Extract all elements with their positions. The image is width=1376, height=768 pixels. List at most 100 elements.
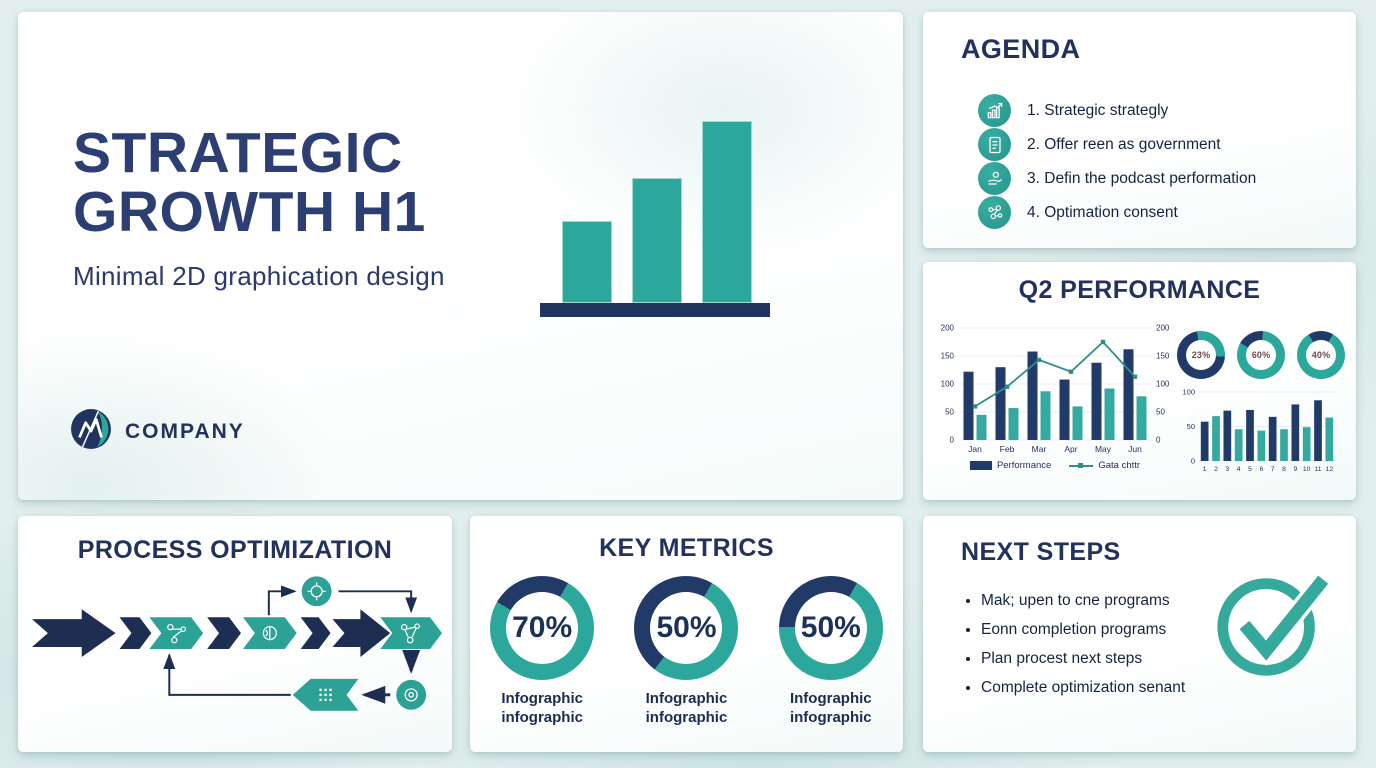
svg-text:10: 10 [1303,466,1311,473]
legend-performance: Performance [969,460,1051,471]
svg-text:150: 150 [1156,352,1170,361]
q2-donut-value: 60% [1251,350,1271,360]
metric-ring: 70% [490,576,595,680]
svg-text:1: 1 [1203,466,1207,473]
next-step-item: Plan procest next steps [981,650,1185,668]
metrics-row: 70% Infographic infographic 50% Infograp… [470,576,903,728]
next-step-item: Complete optimization senant [981,679,1185,697]
svg-text:2: 2 [1214,466,1218,473]
metric-value: 50% [656,611,717,644]
q2-donut-value: 23% [1191,350,1211,360]
metric-donut-50a: 50% Infographic infographic [619,576,754,728]
q2-donut-23: 23% [1177,331,1225,379]
svg-text:150: 150 [941,352,955,361]
svg-text:8: 8 [1282,466,1286,473]
slide-title-line1: STRATEGIC [73,121,403,185]
q2-donut-40: 40% [1297,331,1345,379]
svg-text:3: 3 [1225,466,1229,473]
bar-chart-graphic [540,117,770,317]
agenda-item-number: 2. [1027,135,1040,153]
graphic-bar-tall [702,121,752,303]
svg-text:50: 50 [1156,408,1165,417]
flow-gear-circle [301,576,332,607]
agenda-item-label: Offer reen as government [1044,135,1221,153]
svg-text:0: 0 [1156,436,1161,445]
agenda-title: AGENDA [961,34,1081,64]
flow-big-arrow-2 [332,609,391,657]
target-icon [404,688,418,702]
agenda-item-1: 1. Strategic strategly [978,94,1256,127]
q2-donut-value: 40% [1311,350,1331,360]
bar-chart-growth-icon [978,94,1011,127]
svg-text:200: 200 [941,324,955,333]
flow-branch-right-down [338,590,418,614]
flow-bottom-circle [396,679,427,710]
q2-performance-panel: Q2 PERFORMANCE 0 0 50 50 100 100 150 150 200 200 J… [923,262,1356,500]
slide-title-line2: GROWTH H1 [73,180,426,245]
process-flowchart [26,572,444,742]
agenda-item-label: Defin the podcast performation [1044,169,1257,187]
agenda-item-label: Strategic strategly [1044,101,1169,119]
agenda-item-3: 3. Defin the podcast performation [978,162,1257,195]
gear-icon [307,582,326,601]
svg-text:12: 12 [1326,466,1334,473]
slide-subtitle: Minimal 2D graphication design [73,260,445,291]
q2-title: Q2 PERFORMANCE [1018,276,1261,304]
svg-text:6: 6 [1259,466,1263,473]
flow-chevron-navy-2 [207,617,241,650]
legend-line: Gata chttr [1069,460,1140,471]
flow-big-arrow-1 [31,609,116,657]
next-step-item: Eonn completion programs [981,621,1185,639]
svg-text:100: 100 [941,380,955,389]
molecule-icon [167,623,187,644]
slide-title: STRATEGIC GROWTH H1 [73,121,445,245]
flow-step-molecule [149,617,204,650]
key-metrics-panel: KEY METRICS 70% Infographic infographic … [470,516,903,752]
graphic-bar-small [562,221,612,303]
agenda-item-number: 4. [1027,203,1040,221]
graphic-bar-base [540,303,770,317]
flow-feedback-line [163,653,291,696]
svg-text:9: 9 [1293,466,1297,473]
svg-text:100: 100 [1156,380,1170,389]
svg-text:Apr: Apr [1064,444,1077,454]
checkmark-icon [1209,560,1337,693]
company-logo-icon [70,408,112,455]
q2-chart-legend: Performance Gata chttr [935,460,1175,471]
svg-text:May: May [1095,444,1112,454]
legend-line-swatch [1069,462,1094,468]
company-name: COMPANY [125,419,245,443]
svg-text:200: 200 [1156,324,1170,333]
svg-text:Jun: Jun [1128,444,1142,454]
graphic-bar-medium [632,178,682,303]
metric-caption: Infographic infographic [789,690,872,726]
next-step-item: Mak; upen to cne programs [981,592,1185,610]
agenda-list: 1. Strategic strategly 2. Offer reen as … [978,94,1257,229]
brain-icon [262,625,277,641]
network-icon [401,623,420,644]
agenda-item-number: 1. [1027,101,1040,119]
process-title: PROCESS OPTIMIZATION [77,536,393,564]
q2-combo-chart: 0 0 50 50 100 100 150 150 200 200 Jan Feb Mar Apr May J… [941,324,1170,455]
svg-text:0: 0 [950,436,955,445]
q2-donut-60: 60% [1237,331,1285,379]
svg-text:0: 0 [1191,457,1195,466]
q2-small-chart-wrap: 0 50 100 1 2 3 4 5 6 7 8 9 10 11 12 [1179,384,1339,474]
flow-chevron-navy-1 [119,617,152,650]
svg-text:100: 100 [1182,388,1195,397]
metric-value: 50% [800,611,861,644]
svg-text:4: 4 [1237,466,1241,473]
flow-chevron-navy-3 [300,617,331,650]
svg-text:Jan: Jan [968,444,982,454]
agenda-panel: AGENDA 1. Strategic strategly 2. Offer [923,12,1356,248]
hero-text-block: STRATEGIC GROWTH H1 Minimal 2D graphicat… [73,121,445,292]
hand-coin-icon [978,162,1011,195]
svg-text:11: 11 [1314,466,1321,473]
next-steps-list: Mak; upen to cne programs Eonn completio… [963,592,1185,708]
metric-donut-70: 70% Infographic infographic [475,576,610,728]
key-metrics-title: KEY METRICS [599,534,774,562]
agenda-item-number: 3. [1027,169,1040,187]
document-icon [978,128,1011,161]
q2-combo-chart-wrap: 0 0 50 50 100 100 150 150 200 200 Jan Feb Mar Apr May J… [935,318,1175,456]
